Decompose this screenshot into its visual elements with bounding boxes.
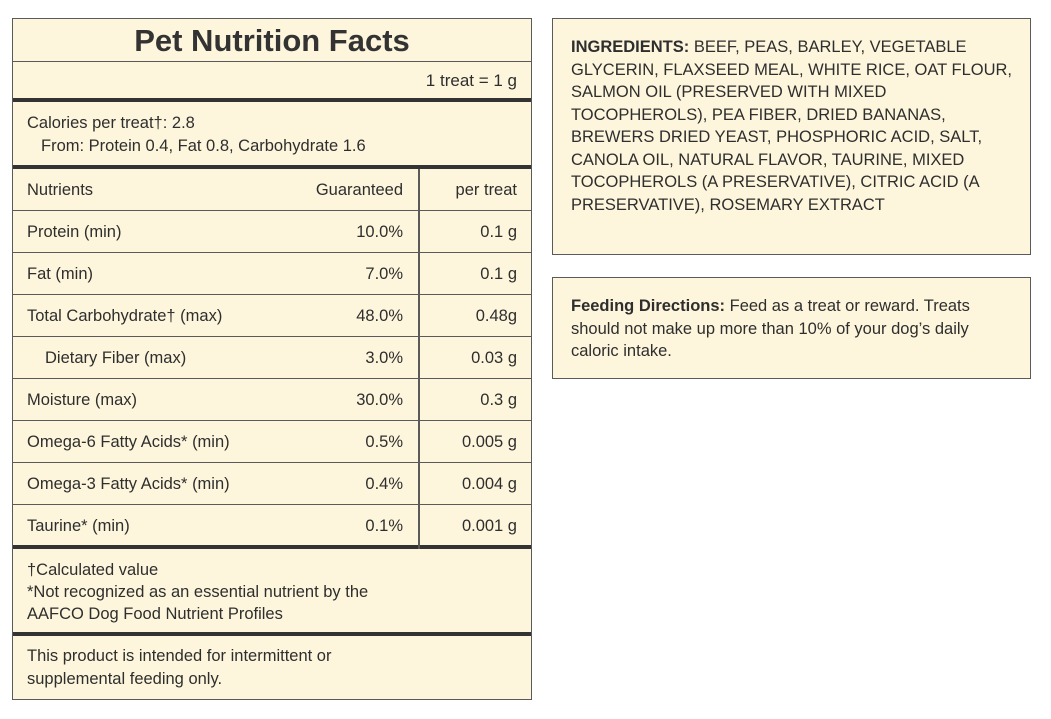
ingredients-label: INGREDIENTS: — [571, 38, 690, 56]
nutrition-facts-panel: Pet Nutrition Facts 1 treat = 1 g Calori… — [12, 18, 532, 700]
table-row: Omega-6 Fatty Acids* (min) 0.5% 0.005 g — [13, 421, 531, 463]
calories-per-treat: Calories per treat†: 2.8 — [27, 114, 195, 132]
nutrient-name: Omega-6 Fatty Acids* (min) — [27, 433, 230, 451]
ingredients-panel: INGREDIENTS: BEEF, PEAS, BARLEY, VEGETAB… — [552, 18, 1031, 255]
feeding-disclaimer: This product is intended for intermitten… — [13, 636, 531, 699]
table-row: Fat (min) 7.0% 0.1 g — [13, 253, 531, 295]
table-row: Taurine* (min) 0.1% 0.001 g — [13, 505, 531, 549]
header-per-treat: per treat — [455, 181, 517, 199]
guaranteed-value: 7.0% — [365, 265, 403, 283]
per-treat-value: 0.03 g — [471, 349, 517, 367]
disclaimer-line-1: This product is intended for intermitten… — [27, 647, 332, 665]
per-treat-value: 0.3 g — [480, 391, 517, 409]
table-row: Dietary Fiber (max) 3.0% 0.03 g — [13, 337, 531, 379]
column-divider — [418, 169, 420, 549]
nutrient-name: Fat (min) — [27, 265, 93, 283]
per-treat-value: 0.004 g — [461, 475, 517, 493]
calories-from: From: Protein 0.4, Fat 0.8, Carbohydrate… — [41, 137, 366, 155]
footnotes: †Calculated value *Not recognized as an … — [13, 549, 531, 636]
table-header-row: Nutrients Guaranteed per treat — [13, 169, 531, 211]
guaranteed-value: 3.0% — [365, 349, 403, 367]
table-row: Protein (min) 10.0% 0.1 g — [13, 211, 531, 253]
disclaimer-line-2: supplemental feeding only. — [27, 670, 223, 688]
guaranteed-value: 0.4% — [365, 475, 403, 493]
per-treat-value: 0.1 g — [480, 223, 517, 241]
table-row: Omega-3 Fatty Acids* (min) 0.4% 0.004 g — [13, 463, 531, 505]
nutrition-facts-title: Pet Nutrition Facts — [13, 19, 531, 62]
nutrient-name: Taurine* (min) — [27, 517, 130, 535]
per-treat-value: 0.1 g — [480, 265, 517, 283]
nutrient-name: Dietary Fiber (max) — [45, 349, 187, 367]
header-nutrients: Nutrients — [27, 181, 94, 199]
ingredients-text: BEEF, PEAS, BARLEY, VEGETABLE GLYCERIN, … — [571, 38, 1012, 214]
calories-section: Calories per treat†: 2.8 From: Protein 0… — [13, 102, 531, 169]
nutrient-name: Omega-3 Fatty Acids* (min) — [27, 475, 230, 493]
footnote-not-recognized-1: *Not recognized as an essential nutrient… — [27, 583, 369, 601]
feeding-directions-panel: Feeding Directions: Feed as a treat or r… — [552, 277, 1031, 379]
footnote-not-recognized-2: AAFCO Dog Food Nutrient Profiles — [27, 605, 283, 623]
feeding-directions-text: Feed as a treat or reward. Treats should… — [571, 297, 970, 360]
serving-size: 1 treat = 1 g — [13, 62, 531, 102]
nutrient-name: Moisture (max) — [27, 391, 138, 409]
feeding-directions-label: Feeding Directions: — [571, 297, 726, 315]
guaranteed-value: 48.0% — [356, 307, 403, 325]
per-treat-value: 0.48g — [475, 307, 517, 325]
per-treat-value: 0.005 g — [461, 433, 517, 451]
guaranteed-value: 30.0% — [356, 391, 403, 409]
guaranteed-value: 10.0% — [356, 223, 403, 241]
guaranteed-value: 0.1% — [365, 517, 403, 535]
guaranteed-value: 0.5% — [365, 433, 403, 451]
table-row: Total Carbohydrate† (max) 48.0% 0.48g — [13, 295, 531, 337]
per-treat-value: 0.001 g — [461, 517, 517, 535]
nutrient-name: Protein (min) — [27, 223, 122, 241]
table-row: Moisture (max) 30.0% 0.3 g — [13, 379, 531, 421]
footnote-calculated: †Calculated value — [27, 561, 159, 579]
header-guaranteed: Guaranteed — [315, 181, 403, 199]
nutrient-name: Total Carbohydrate† (max) — [27, 307, 223, 325]
